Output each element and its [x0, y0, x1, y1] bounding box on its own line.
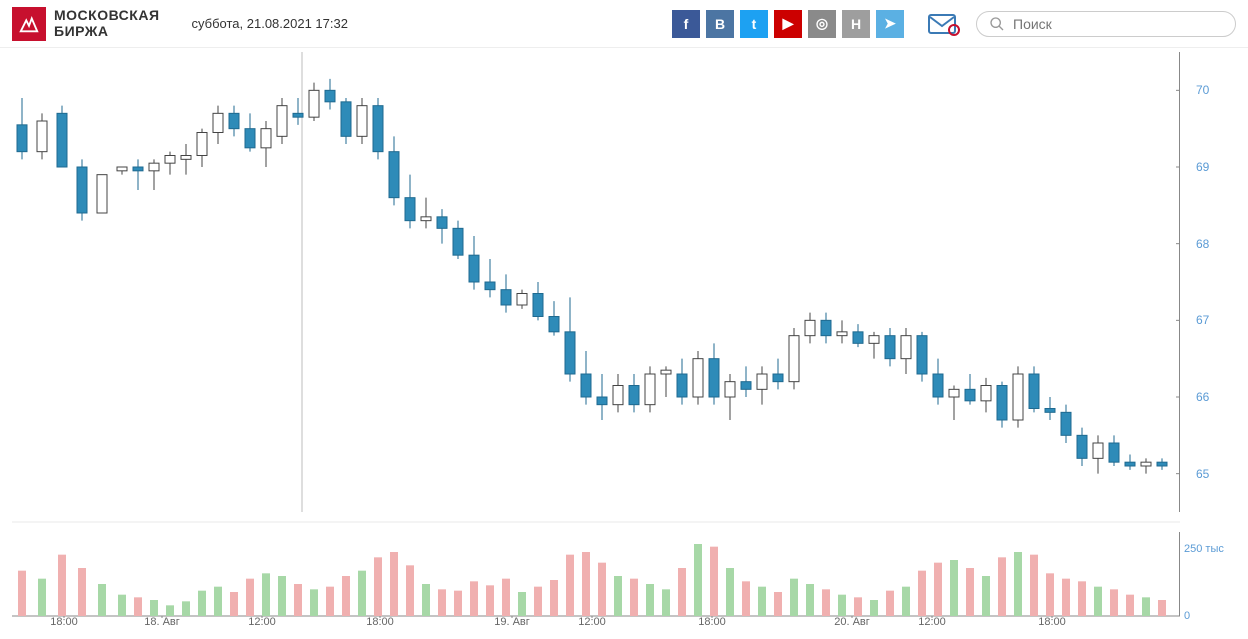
- social-bar: fBt▶◎H➤: [672, 10, 904, 38]
- x-tick: 12:00: [918, 616, 946, 628]
- social-youtube-icon[interactable]: ▶: [774, 10, 802, 38]
- social-twitter-icon[interactable]: t: [740, 10, 768, 38]
- price-y-axis: 65 66 67 68 69 70: [1192, 52, 1236, 512]
- x-tick: 18. Авг: [144, 616, 180, 628]
- price-tick: 70: [1196, 83, 1209, 97]
- x-axis: 18:00 18. Авг 12:00 18:00 19. Авг 12:00 18:00 2…: [12, 616, 1180, 634]
- volume-tick: 250 тыс: [1184, 543, 1224, 555]
- x-tick: 12:00: [248, 616, 276, 628]
- x-tick: 19. Авг: [494, 616, 530, 628]
- logo-line2: БИРЖА: [54, 24, 160, 39]
- logo-line1: МОСКОВСКАЯ: [54, 8, 160, 23]
- price-tick: 67: [1196, 313, 1209, 327]
- x-tick: 18:00: [698, 616, 726, 628]
- social-facebook-icon[interactable]: f: [672, 10, 700, 38]
- x-tick: 18:00: [366, 616, 394, 628]
- x-tick: 18:00: [50, 616, 78, 628]
- search-icon: [989, 16, 1005, 32]
- x-tick: 20. Авг: [834, 616, 870, 628]
- logo-text: МОСКОВСКАЯ БИРЖА: [54, 8, 160, 39]
- chart-container[interactable]: 656667686970 0250 тыс 18:0018. Авг12:001…: [12, 52, 1236, 634]
- price-chart[interactable]: [12, 52, 1180, 618]
- search-box[interactable]: [976, 11, 1236, 37]
- price-tick: 69: [1196, 160, 1209, 174]
- social-telegram-icon[interactable]: ➤: [876, 10, 904, 38]
- datetime: суббота, 21.08.2021 17:32: [192, 16, 348, 31]
- price-tick: 68: [1196, 237, 1209, 251]
- social-habr-icon[interactable]: H: [842, 10, 870, 38]
- price-tick: 65: [1196, 467, 1209, 481]
- volume-tick: 0: [1184, 610, 1190, 622]
- social-instagram-icon[interactable]: ◎: [808, 10, 836, 38]
- search-input[interactable]: [1013, 16, 1223, 32]
- x-tick: 12:00: [578, 616, 606, 628]
- header: МОСКОВСКАЯ БИРЖА суббота, 21.08.2021 17:…: [0, 0, 1248, 48]
- mail-icon[interactable]: [928, 12, 960, 36]
- price-tick: 66: [1196, 390, 1209, 404]
- volume-y-axis: 0250 тыс: [1180, 526, 1236, 616]
- social-vk-icon[interactable]: B: [706, 10, 734, 38]
- x-tick: 18:00: [1038, 616, 1066, 628]
- logo-icon: [12, 7, 46, 41]
